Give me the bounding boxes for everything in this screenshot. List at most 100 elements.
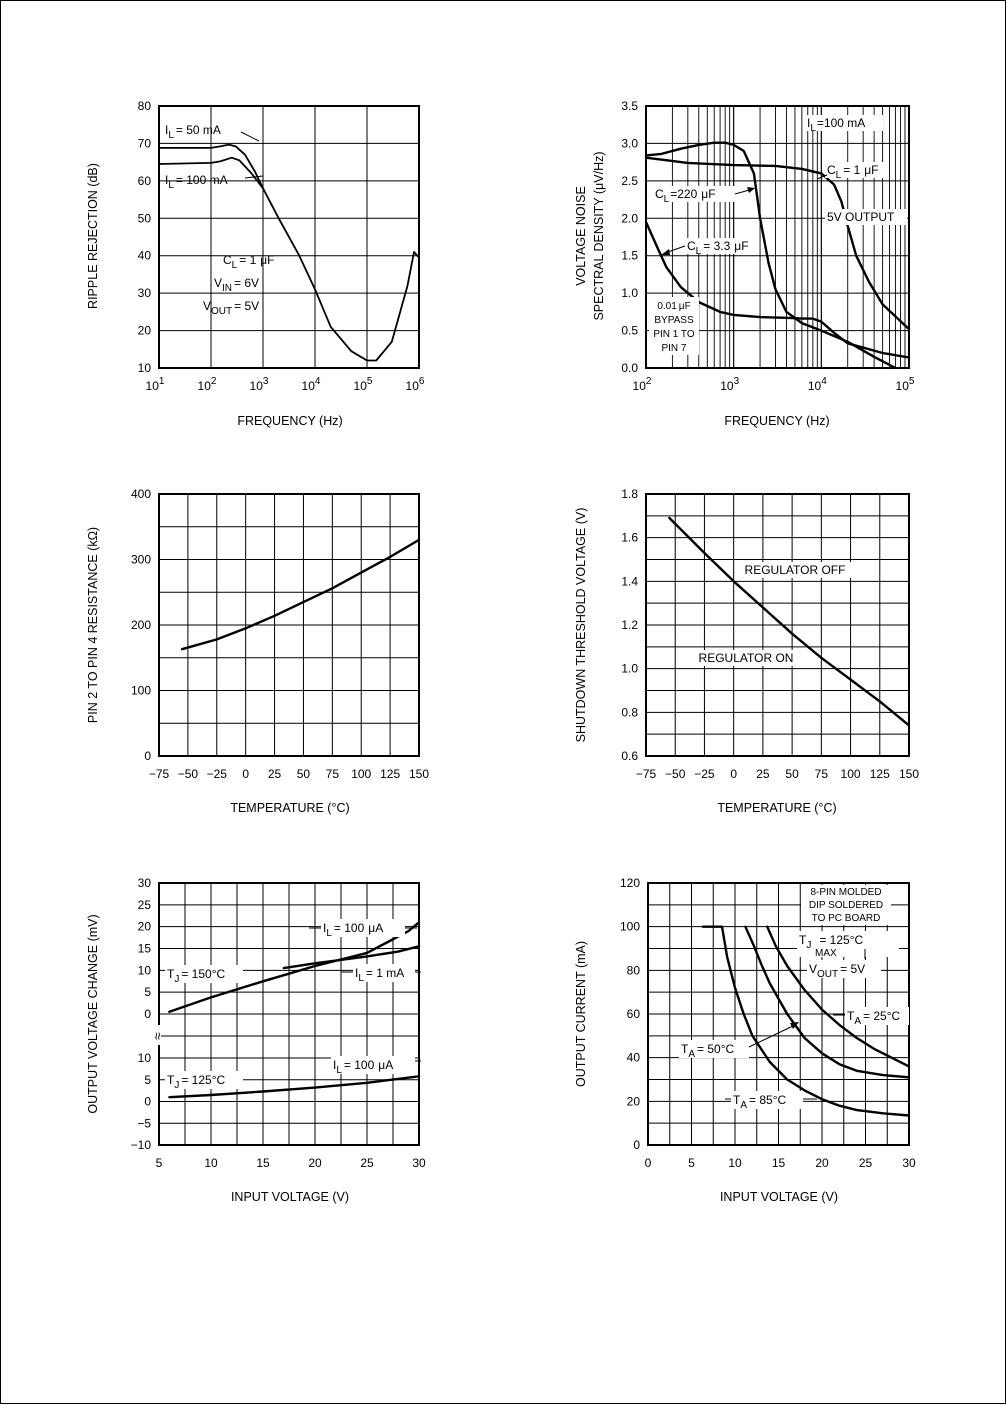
- c5-ytick-upper: 20: [138, 920, 152, 934]
- c1-xtick-exp: 2: [211, 376, 217, 387]
- c3-ytick: 300: [131, 553, 151, 567]
- c6-annotation-tj: TJ = 125°C: [799, 933, 864, 951]
- c6-series-0: [701, 925, 911, 1117]
- c2-xlabel: FREQUENCY (Hz): [724, 414, 829, 428]
- c6-ytick: 0: [633, 1138, 640, 1152]
- c1-xtick-exp: 6: [419, 376, 425, 387]
- c6-xtick: 15: [772, 1156, 786, 1170]
- c5-annotation-tj125: TJ = 125°C: [167, 1073, 226, 1091]
- svg-text:IL= 100 mA: IL = 100 mA: [165, 173, 228, 191]
- c2-xtick: 104: [808, 376, 827, 393]
- c2-xtick-base: 10: [633, 379, 647, 393]
- c2-arrowhead-cl220: [747, 187, 755, 193]
- c1-annotation-cl: CL = 1 μF: [223, 253, 275, 271]
- c6-label-bg-ta85: [731, 1091, 803, 1109]
- c3-xtick: 0: [242, 767, 249, 781]
- c5-ytick-upper: 0: [144, 1007, 151, 1021]
- c4-ytick: 1.4: [621, 574, 638, 588]
- c6-arrowhead-ta50: [790, 1022, 799, 1029]
- c1-xlabel: FREQUENCY (Hz): [237, 414, 342, 428]
- c6-ytick: 40: [627, 1051, 641, 1065]
- c1-ytick: 70: [138, 136, 152, 150]
- c3-plot-frame: [158, 493, 420, 757]
- c6-label-bg-box: [801, 885, 891, 925]
- c4-ytick: 1.6: [621, 531, 638, 545]
- c1-ytick: 50: [138, 211, 152, 225]
- c6-ylabel: OUTPUT CURRENT (mA): [574, 941, 588, 1087]
- c1-ytick: 20: [138, 324, 152, 338]
- c6-label-bg-tj: [797, 931, 899, 957]
- c6-ytick: 20: [627, 1094, 641, 1108]
- c2-ytick: 2.5: [621, 174, 638, 188]
- c2-xtick-exp: 4: [821, 376, 827, 387]
- c4-xtick: 0: [730, 767, 737, 781]
- c4-ytick: 1.2: [621, 618, 638, 632]
- c3-ylabel: PIN 2 TO PIN 4 RESISTANCE (kΩ): [86, 527, 100, 723]
- c4-xtick: −50: [665, 767, 686, 781]
- c2-label-bg-bypass: [649, 297, 699, 355]
- c6-label-bg-ta25: [845, 1007, 909, 1025]
- c2-ytick: 3.5: [621, 99, 638, 113]
- chart-6-labels: INPUT VOLTAGE (V) OUTPUT CURRENT (mA) 8-…: [574, 885, 909, 1204]
- c5-xlabel: INPUT VOLTAGE (V): [231, 1190, 349, 1204]
- c1-xtick-base: 10: [406, 379, 420, 393]
- c1-xtick-exp: 3: [263, 376, 269, 387]
- c2-ylabel-line1: VOLTAGE NOISE: [574, 186, 588, 286]
- c5-label-bg-il100a: [321, 919, 405, 937]
- c5-xtick: 15: [256, 1156, 270, 1170]
- c6-label-bg-vout: [807, 960, 881, 978]
- c2-xtick-base: 10: [896, 379, 910, 393]
- c5-annotation-tj150: TJ = 150°C: [167, 967, 226, 985]
- c3-xtick: 125: [380, 767, 400, 781]
- c1-xtick: 102: [198, 376, 217, 393]
- c5-ytick-lower: −5: [137, 1116, 151, 1130]
- c2-ytick: 2.0: [621, 211, 638, 225]
- c3-xtick: −25: [207, 767, 228, 781]
- c1-series-1: [158, 156, 264, 190]
- c6-ytick: 60: [627, 1007, 641, 1021]
- c5-ytick-lower: −10: [131, 1138, 152, 1152]
- c1-xtick-exp: 1: [159, 376, 165, 387]
- c1-series-0: [158, 143, 420, 362]
- c3-ytick: 0: [144, 749, 151, 763]
- c5-series-1: [282, 945, 421, 970]
- c1-annotation-il100: IL = 100 mA: [165, 173, 228, 191]
- c4-ytick: 1.8: [621, 487, 638, 501]
- c1-xtick: 104: [302, 376, 321, 393]
- c6-xlabel: INPUT VOLTAGE (V): [720, 1190, 838, 1204]
- c5-series-2: [168, 1075, 421, 1099]
- c4-xtick: 100: [841, 767, 861, 781]
- c5-label-bg-il100b: [331, 1056, 415, 1074]
- c4-xlabel: TEMPERATURE (°C): [717, 801, 836, 815]
- c2-xtick-base: 10: [720, 379, 734, 393]
- c6-annotation-vout: VOUT = 5V: [809, 962, 865, 980]
- c2-series-2: [644, 220, 911, 359]
- c4-ytick: 0.8: [621, 705, 638, 719]
- c5-ylabel: OUTPUT VOLTAGE CHANGE (mV): [86, 914, 100, 1113]
- c6-xtick: 20: [815, 1156, 829, 1170]
- c6-xtick: 0: [645, 1156, 652, 1170]
- c3-ytick: 400: [131, 487, 151, 501]
- c2-annotation-bypass-2: BYPASS: [654, 315, 694, 326]
- c1-annotation-vout: VOUT = 5V: [203, 299, 259, 317]
- c2-label-bg-cl1: [825, 162, 889, 178]
- c3-xtick: 50: [297, 767, 311, 781]
- c3-ytick: 200: [131, 618, 151, 632]
- c3-xtick: 100: [351, 767, 371, 781]
- c3-xtick: 25: [268, 767, 282, 781]
- c4-ytick: 1.0: [621, 662, 638, 676]
- c1-ytick: 40: [138, 249, 152, 263]
- c1-ytick: 10: [138, 361, 152, 375]
- c1-xtick-exp: 4: [315, 376, 321, 387]
- c2-xtick: 102: [633, 376, 652, 393]
- c4-ylabel: SHUTDOWN THRESHOLD VOLTAGE (V): [574, 508, 588, 743]
- c1-xtick: 106: [406, 376, 425, 393]
- c5-label-bg-tj150: [165, 965, 243, 983]
- c2-annotation-cl1: CL = 1 μF: [827, 163, 879, 181]
- c1-leader-100: [244, 175, 264, 179]
- c6-annotation-tjmax: MAX: [815, 948, 837, 959]
- c4-xtick: 75: [815, 767, 829, 781]
- data-curves: [158, 141, 911, 1117]
- c5-annotation-il1: IL = 1 mA: [355, 966, 404, 984]
